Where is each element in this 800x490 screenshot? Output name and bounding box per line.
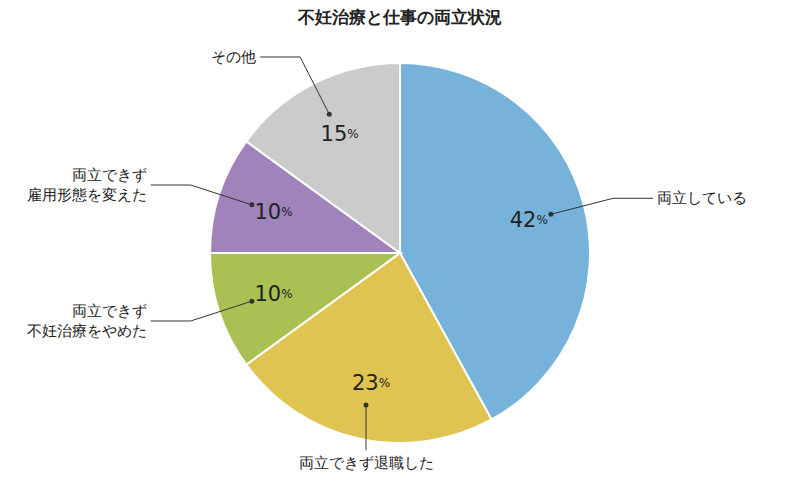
- svg-text:10%: 10%: [254, 200, 292, 224]
- svg-text:両立できず不妊治療をやめた: 両立できず不妊治療をやめた: [27, 302, 147, 340]
- svg-text:10%: 10%: [254, 282, 292, 306]
- svg-text:両立できず雇用形態を変えた: 両立できず雇用形態を変えた: [27, 166, 147, 204]
- svg-text:その他: その他: [211, 48, 256, 66]
- svg-text:両立している: 両立している: [657, 189, 747, 207]
- svg-text:両立できず退職した: 両立できず退職した: [299, 454, 434, 472]
- svg-text:23%: 23%: [352, 371, 390, 395]
- html-text:不妊治療と仕事の両立状況: 不妊治療と仕事の両立状況: [298, 7, 502, 27]
- svg-text:42%: 42%: [510, 208, 548, 232]
- svg-text:15%: 15%: [321, 122, 359, 146]
